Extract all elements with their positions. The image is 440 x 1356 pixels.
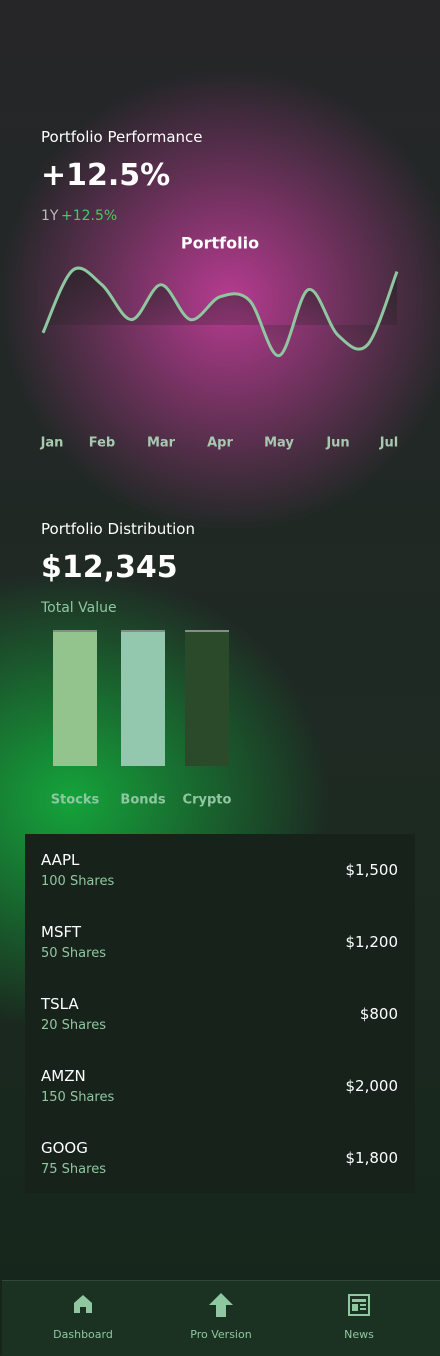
line — [41, 266, 399, 358]
total-value: $12,345 — [41, 550, 178, 585]
symbol: AAPL — [41, 851, 80, 869]
bar — [185, 630, 229, 766]
bar-cap — [121, 630, 165, 632]
holding-value: $800 — [359, 1005, 398, 1023]
nav-item[interactable]: Dashboard — [10, 1281, 156, 1356]
symbol: MSFT — [41, 923, 81, 941]
bar-cap — [53, 630, 97, 632]
nav-item[interactable]: News — [286, 1281, 432, 1356]
shares: 100 Shares — [41, 874, 115, 889]
holding-row: AMZN 150 Shares $2,000 — [25, 1050, 415, 1122]
bar — [121, 630, 165, 766]
x-tick-label: Apr — [207, 436, 233, 451]
section-label: Portfolio Distribution — [41, 520, 195, 538]
x-tick-label: Jan — [40, 436, 64, 451]
x-tick-label: May — [264, 436, 294, 451]
shares: 20 Shares — [41, 1018, 106, 1033]
line-chart: Portfolio Jan Feb Mar Apr May Jun Jul — [40, 234, 399, 451]
change: +12.5% — [61, 208, 118, 224]
x-tick-label: Stocks — [51, 793, 100, 808]
nav-icon — [74, 1295, 92, 1313]
nav-item[interactable]: Pro Version — [148, 1281, 294, 1356]
nav-label: Pro Version — [190, 1328, 252, 1341]
holding-row: TSLA 20 Shares $800 — [25, 978, 415, 1050]
shares: 50 Shares — [41, 946, 106, 961]
nav-icon — [348, 1294, 370, 1316]
bar-chart: Stocks Bonds Crypto — [51, 630, 232, 808]
x-tick-label: Crypto — [183, 793, 232, 808]
symbol: TSLA — [41, 995, 79, 1013]
x-tick-label: Jul — [379, 436, 399, 451]
holding-row: MSFT 50 Shares $1,200 — [25, 906, 415, 978]
shares: 150 Shares — [41, 1090, 115, 1105]
nav-label: News — [344, 1328, 374, 1341]
shares: 75 Shares — [41, 1162, 106, 1177]
x-tick-label: Mar — [147, 436, 176, 451]
bottom-nav: Dashboard Pro Version News — [2, 1280, 440, 1356]
performance-value: +12.5% — [41, 158, 171, 193]
x-tick-label: Bonds — [120, 793, 165, 808]
holdings-list: AAPL 100 Shares $1,500 MSFT 50 Shares $1,200 T… — [25, 834, 415, 1193]
bar — [53, 630, 97, 766]
holding-value: $1,500 — [345, 861, 399, 879]
nav-label: Dashboard — [53, 1328, 113, 1341]
holding-value: $1,800 — [345, 1149, 399, 1167]
chart-title: Portfolio — [181, 234, 259, 253]
symbol: AMZN — [41, 1067, 86, 1085]
x-tick-label: Jun — [325, 436, 349, 451]
x-tick-label: Feb — [89, 436, 115, 451]
section-label: Portfolio Performance — [41, 128, 203, 146]
nav-icon — [209, 1293, 233, 1317]
holding-value: $1,200 — [345, 933, 399, 951]
holding-row: AAPL 100 Shares $1,500 — [25, 834, 415, 906]
total-label: Total Value — [41, 600, 117, 616]
holding-value: $2,000 — [345, 1077, 399, 1095]
period: 1Y — [41, 208, 59, 224]
bar-cap — [185, 630, 229, 632]
symbol: GOOG — [41, 1139, 88, 1157]
holding-row: GOOG 75 Shares $1,800 — [25, 1122, 415, 1194]
